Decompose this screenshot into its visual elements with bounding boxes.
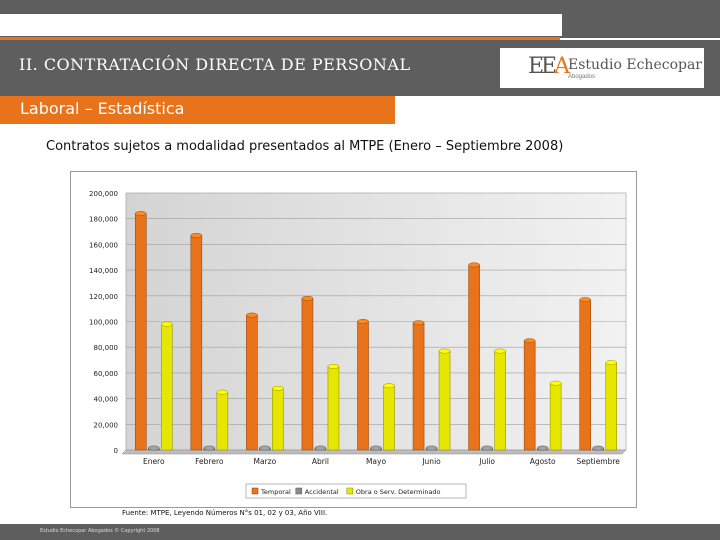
- bar-cap: [161, 321, 173, 327]
- top-white-strip: [0, 14, 562, 36]
- bar-temporal-julio: [468, 264, 480, 451]
- x-tick-label: Julio: [478, 457, 495, 466]
- legend-label: Accidental: [305, 488, 339, 496]
- bar-cap: [357, 319, 369, 324]
- y-tick-label: 200,000: [89, 190, 118, 198]
- bar-obra-o-serv-determinado-agosto: [549, 382, 562, 451]
- x-tick-label: Septiembre: [577, 457, 621, 466]
- legend-swatch: [346, 487, 354, 495]
- bar-obra-o-serv-determinado-septiembre: [605, 362, 618, 451]
- bar-cap: [412, 320, 425, 326]
- y-tick-label: 80,000: [94, 344, 119, 352]
- bar-temporal-junio: [412, 322, 425, 451]
- bar-cap: [592, 445, 604, 451]
- legend-label: Obra o Serv. Determinado: [356, 488, 441, 496]
- y-tick-label: 20,000: [94, 421, 119, 429]
- x-tick-label: Agosto: [530, 457, 556, 466]
- bar-obra-o-serv-determinado-marzo: [272, 388, 284, 451]
- legend-swatch: [251, 487, 259, 495]
- x-tick-label: Abril: [312, 457, 329, 466]
- logo-mark: EEA: [528, 54, 571, 79]
- legend-box: [245, 483, 467, 499]
- bar-cap: [468, 262, 480, 268]
- bar-temporal-mayo: [357, 321, 369, 451]
- plot-floor: [121, 449, 627, 455]
- bar-chart: 200,000 180,000 160,000 140,000 120,000 100,0…: [89, 190, 627, 499]
- bar-cap: [605, 360, 617, 366]
- bar-obra-o-serv-determinado-julio: [494, 350, 506, 451]
- logo-subtitle: Abogados: [568, 74, 596, 80]
- bar-cap: [314, 445, 327, 451]
- accent-line: [0, 37, 560, 40]
- bar-temporal-agosto: [523, 340, 536, 451]
- bar-cap: [190, 232, 203, 238]
- chart-subtitle: Contratos sujetos a modalidad presentado…: [46, 139, 564, 154]
- y-tick-label: 180,000: [89, 216, 118, 224]
- bar-cap: [425, 445, 438, 451]
- bar-cap: [246, 312, 258, 318]
- bar-cap: [259, 445, 271, 451]
- bar-cap: [370, 445, 382, 451]
- x-tick-label: Mayo: [366, 457, 387, 466]
- chart-frame: 200,000 180,000 160,000 140,000 120,000 100,0…: [70, 171, 637, 508]
- bar-cap: [148, 445, 160, 451]
- bar-cap: [481, 445, 493, 451]
- legend-label: Temporal: [260, 488, 291, 496]
- y-tick-label: 60,000: [94, 370, 119, 378]
- y-tick-label: 0: [114, 447, 118, 455]
- bar-cap: [536, 445, 549, 451]
- bar-cap: [327, 364, 340, 369]
- x-tick-label: Marzo: [254, 457, 277, 466]
- bar-cap: [494, 348, 506, 354]
- footer-copyright: Estudio Echecopar Abogados © Copyright 2…: [40, 528, 160, 534]
- source-note: Fuente: MTPE, Leyendo Números N°s 01, 02…: [122, 509, 328, 517]
- y-tick-label: 120,000: [89, 293, 118, 301]
- bar-cap: [383, 383, 395, 389]
- logo-name: Estudio Echecopar: [568, 57, 702, 73]
- bar-temporal-febrero: [190, 235, 203, 451]
- bar-cap: [579, 297, 591, 303]
- y-tick-label: 40,000: [94, 396, 119, 404]
- legend-swatch: [295, 487, 303, 495]
- bar-temporal-marzo: [246, 314, 258, 451]
- bar-cap: [203, 445, 216, 451]
- bar-temporal-enero: [134, 213, 147, 451]
- bar-obra-o-serv-determinado-junio: [438, 350, 451, 451]
- bar-temporal-septiembre: [579, 299, 592, 451]
- bar-cap: [272, 385, 284, 391]
- footer-bar: Estudio Echecopar Abogados © Copyright 2…: [0, 524, 720, 540]
- company-logo: EEA Estudio Echecopar Abogados: [500, 48, 704, 88]
- bar-obra-o-serv-determinado-febrero: [216, 391, 229, 451]
- y-tick-label: 160,000: [89, 241, 118, 249]
- bar-obra-o-serv-determinado-mayo: [383, 385, 395, 451]
- section-label: Laboral – Estadística: [20, 99, 185, 118]
- bar-cap: [549, 380, 562, 386]
- bar-cap: [301, 295, 314, 301]
- x-tick-label: Enero: [143, 457, 165, 466]
- bar-cap: [135, 211, 147, 217]
- bar-temporal-abril: [301, 298, 314, 451]
- page-title: II. CONTRATACIÓN DIRECTA DE PERSONAL: [19, 55, 411, 74]
- y-tick-label: 100,000: [89, 319, 118, 327]
- bar-cap: [438, 348, 451, 354]
- bar-obra-o-serv-determinado-enero: [160, 323, 173, 451]
- bar-cap: [523, 338, 536, 344]
- y-tick-label: 140,000: [89, 267, 118, 275]
- x-tick-label: Junio: [421, 457, 441, 466]
- section-tab: [0, 96, 395, 124]
- x-tick-label: Febrero: [195, 457, 224, 466]
- bar-obra-o-serv-determinado-abril: [327, 366, 340, 451]
- bar-cap: [216, 389, 229, 395]
